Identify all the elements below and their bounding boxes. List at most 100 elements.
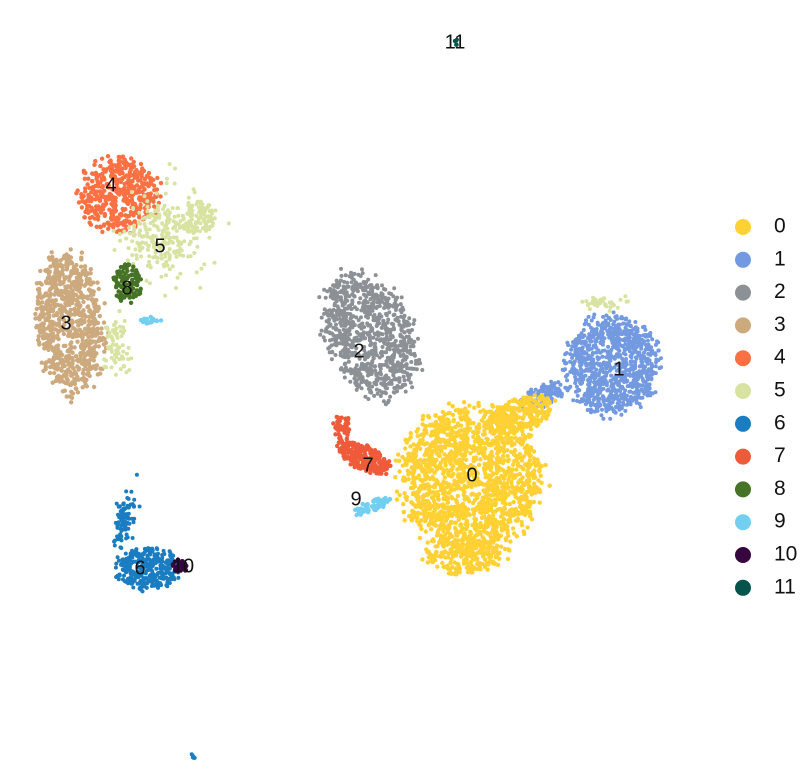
point bbox=[69, 400, 74, 405]
point bbox=[457, 448, 462, 453]
point bbox=[198, 285, 203, 290]
point bbox=[339, 266, 343, 271]
point bbox=[50, 346, 55, 351]
point bbox=[52, 370, 57, 376]
point bbox=[353, 305, 357, 310]
point bbox=[574, 337, 579, 342]
point bbox=[462, 453, 468, 458]
point bbox=[627, 349, 632, 354]
point bbox=[525, 478, 531, 483]
point bbox=[93, 197, 98, 202]
point bbox=[47, 359, 53, 364]
point bbox=[114, 348, 119, 353]
point bbox=[386, 381, 391, 386]
point bbox=[606, 349, 611, 354]
point bbox=[514, 534, 519, 539]
point bbox=[81, 294, 86, 299]
point bbox=[404, 334, 409, 339]
point bbox=[145, 234, 150, 239]
point bbox=[112, 248, 117, 252]
point bbox=[141, 168, 146, 173]
point bbox=[590, 352, 595, 357]
point bbox=[43, 345, 49, 350]
point bbox=[547, 483, 552, 488]
point bbox=[35, 294, 41, 300]
point bbox=[69, 318, 75, 323]
point bbox=[354, 387, 359, 392]
point bbox=[138, 317, 144, 323]
point bbox=[207, 227, 212, 232]
point bbox=[317, 295, 322, 300]
point bbox=[104, 365, 109, 370]
point bbox=[116, 289, 121, 294]
point bbox=[87, 185, 92, 190]
point bbox=[142, 222, 147, 226]
point bbox=[365, 373, 370, 378]
point bbox=[147, 254, 152, 259]
point bbox=[126, 262, 132, 267]
point bbox=[429, 527, 434, 532]
point bbox=[615, 344, 620, 349]
point bbox=[464, 412, 469, 417]
point bbox=[75, 390, 81, 395]
point bbox=[369, 390, 374, 395]
point bbox=[629, 395, 633, 400]
point bbox=[35, 287, 41, 292]
point bbox=[572, 343, 577, 348]
point bbox=[603, 303, 608, 308]
point bbox=[365, 382, 370, 387]
point bbox=[420, 368, 425, 372]
point bbox=[378, 394, 383, 398]
point bbox=[377, 313, 382, 318]
point bbox=[118, 298, 124, 303]
point bbox=[353, 373, 358, 378]
point bbox=[377, 304, 382, 308]
point bbox=[148, 178, 153, 184]
point bbox=[128, 288, 134, 294]
point bbox=[71, 279, 76, 285]
point bbox=[384, 373, 389, 378]
point bbox=[87, 352, 93, 357]
point bbox=[145, 231, 150, 236]
point bbox=[76, 279, 81, 284]
point bbox=[36, 334, 41, 339]
point bbox=[66, 327, 71, 332]
point bbox=[342, 279, 347, 284]
point bbox=[570, 355, 575, 360]
point bbox=[102, 203, 107, 208]
point bbox=[174, 286, 178, 290]
point bbox=[61, 297, 66, 302]
point bbox=[138, 241, 143, 246]
point bbox=[163, 254, 168, 259]
point bbox=[343, 273, 348, 278]
point bbox=[87, 203, 92, 209]
point bbox=[422, 427, 427, 433]
point bbox=[418, 518, 424, 523]
point bbox=[397, 343, 402, 348]
point bbox=[388, 366, 393, 371]
point bbox=[91, 326, 96, 331]
point bbox=[384, 350, 389, 355]
point bbox=[331, 333, 336, 338]
point bbox=[384, 334, 389, 339]
point bbox=[175, 250, 180, 255]
point bbox=[641, 324, 646, 329]
point bbox=[572, 366, 576, 371]
point bbox=[80, 320, 86, 325]
point bbox=[165, 263, 170, 268]
point bbox=[359, 308, 364, 313]
point bbox=[194, 270, 199, 275]
point bbox=[129, 356, 134, 361]
point bbox=[398, 302, 403, 307]
point bbox=[96, 344, 102, 349]
point bbox=[59, 368, 64, 373]
point bbox=[589, 358, 594, 363]
point bbox=[589, 318, 594, 323]
point bbox=[581, 340, 586, 345]
point bbox=[147, 281, 152, 286]
point bbox=[556, 380, 561, 385]
point bbox=[124, 236, 129, 241]
point bbox=[172, 214, 177, 219]
point bbox=[447, 510, 453, 515]
point bbox=[134, 268, 139, 273]
